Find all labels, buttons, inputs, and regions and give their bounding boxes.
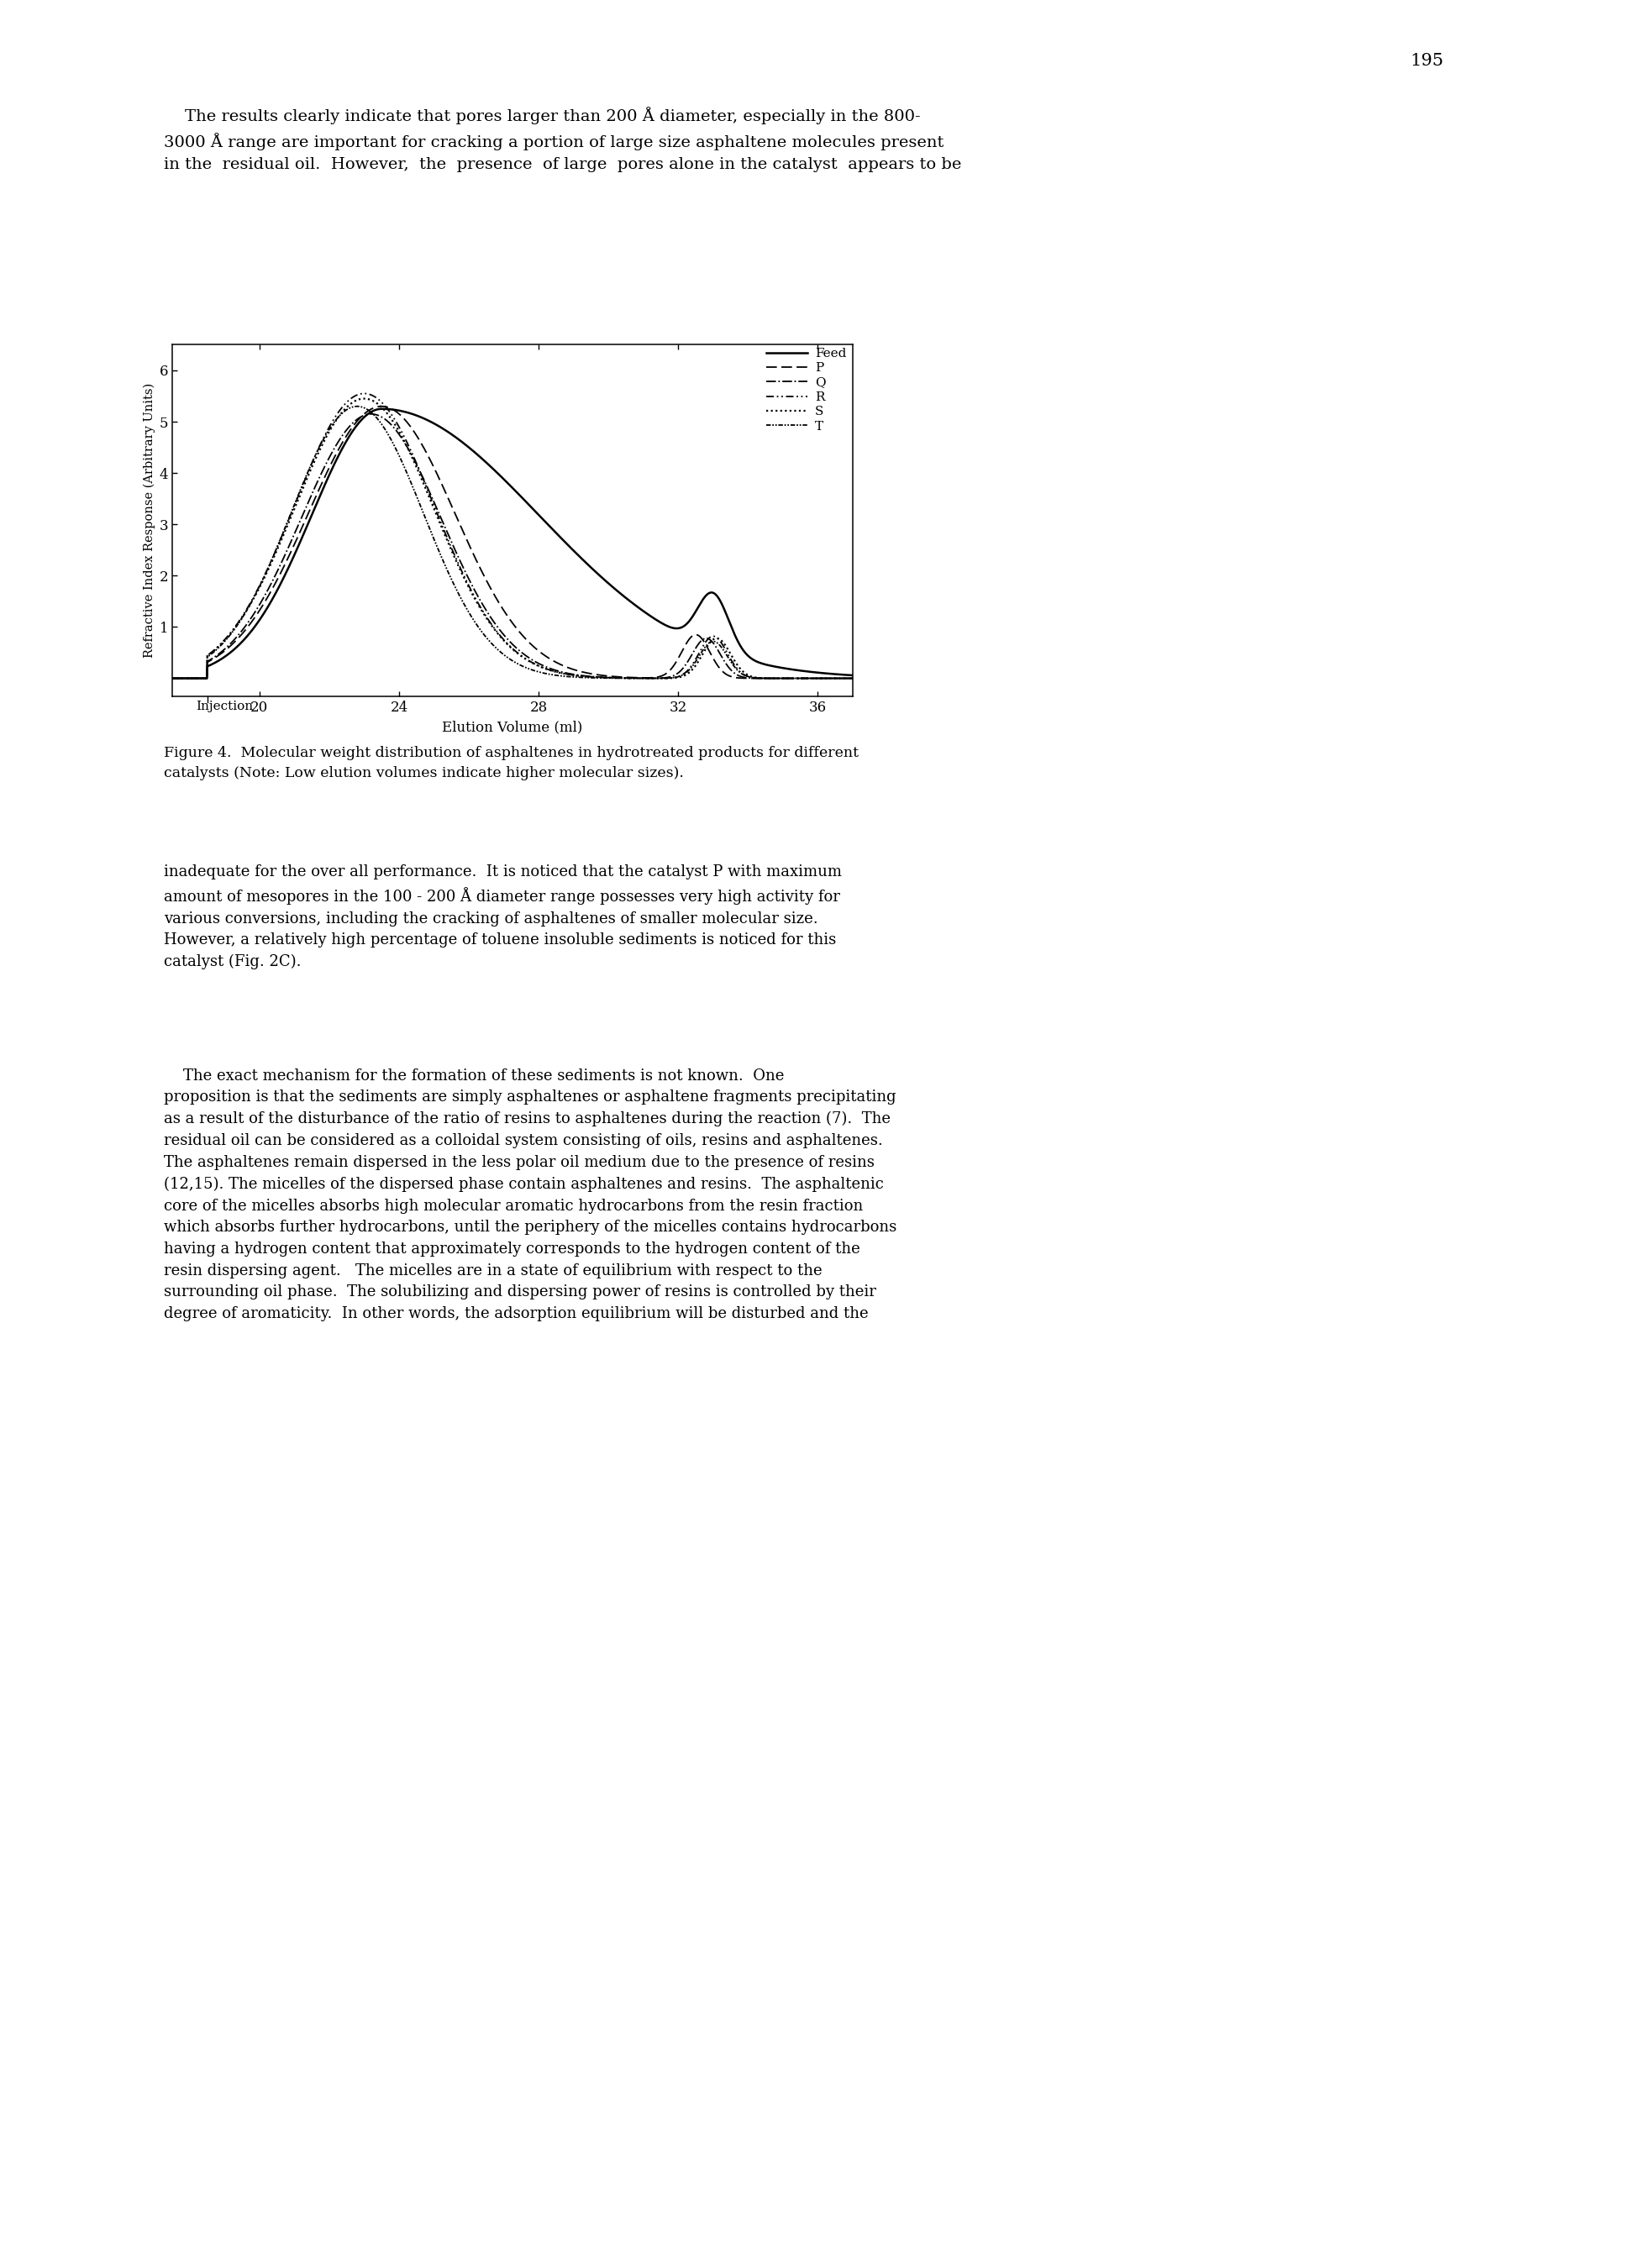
Text: 195: 195: [1410, 52, 1443, 70]
Text: inadequate for the over all performance.  It is noticed that the catalyst P with: inadequate for the over all performance.…: [164, 864, 841, 971]
Text: Injection: Injection: [195, 701, 253, 712]
Text: The results clearly indicate that pores larger than 200 Å diameter, especially i: The results clearly indicate that pores …: [164, 107, 961, 172]
Y-axis label: Refractive Index Response (Arbitrary Units): Refractive Index Response (Arbitrary Uni…: [144, 383, 156, 658]
Text: The exact mechanism for the formation of these sediments is not known.  One
prop: The exact mechanism for the formation of…: [164, 1068, 897, 1322]
Legend: Feed, P, Q, R, S, T: Feed, P, Q, R, S, T: [766, 347, 846, 433]
Text: Figure 4.  Molecular weight distribution of asphaltenes in hydrotreated products: Figure 4. Molecular weight distribution …: [164, 746, 859, 780]
X-axis label: Elution Volume (ml): Elution Volume (ml): [443, 721, 582, 735]
